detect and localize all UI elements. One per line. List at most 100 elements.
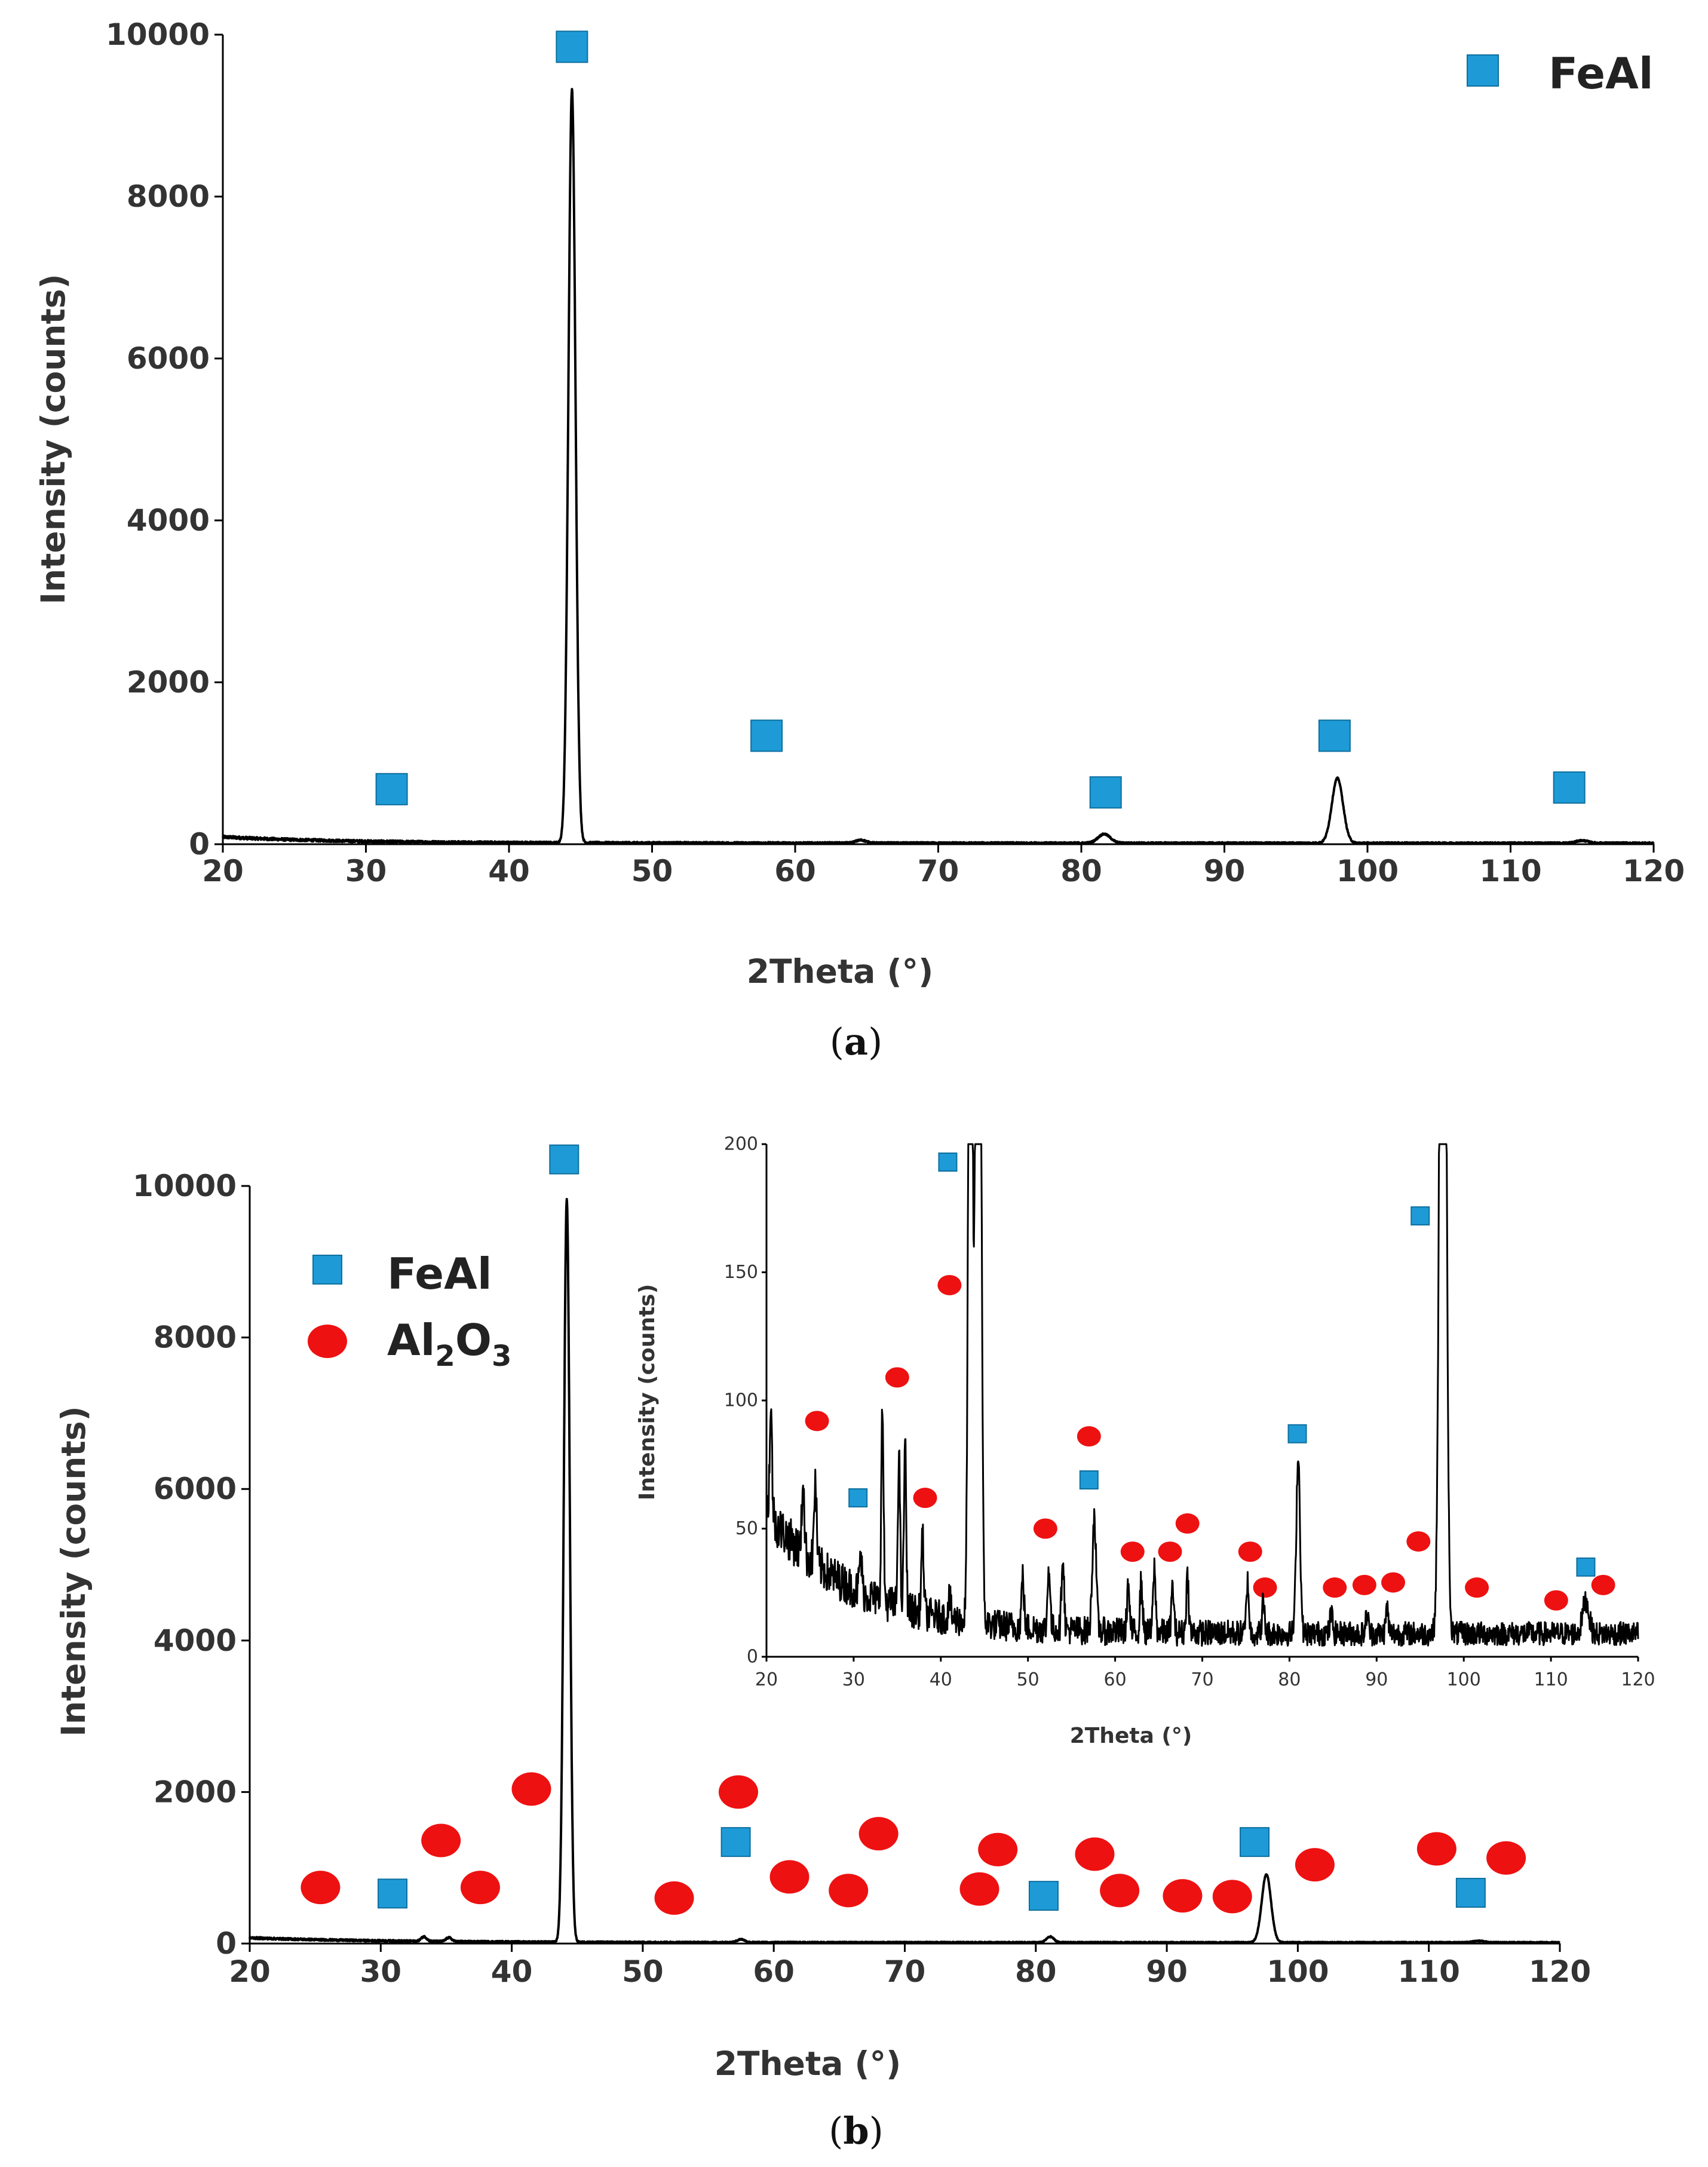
inset-al2o3-marker	[1323, 1577, 1347, 1598]
inset-xtick-label: 40	[930, 1669, 952, 1690]
inset-xrd-trace	[765, 1143, 1639, 1647]
inset-ytick-label: 50	[735, 1518, 758, 1539]
inset-al2o3-marker	[1253, 1577, 1277, 1598]
panel-a-ytick-label: 4000	[127, 503, 210, 538]
panel-b-feal-marker	[1455, 1878, 1486, 1908]
inset-xtick-label: 20	[755, 1669, 778, 1690]
panel-b-xtick-label: 120	[1529, 1954, 1591, 1989]
al2o3-sub-2: 2	[435, 1340, 455, 1373]
inset-al2o3-marker	[885, 1367, 909, 1388]
panel-b-al2o3-marker	[1100, 1874, 1140, 1908]
panel-a-xtick-label: 20	[202, 854, 244, 888]
panel-a-feal-marker	[375, 773, 408, 805]
al2o3-o: O	[455, 1315, 492, 1365]
inset-al2o3-marker	[1544, 1590, 1568, 1611]
inset-al2o3-marker	[1158, 1541, 1182, 1562]
inset-al2o3-marker	[1033, 1518, 1057, 1539]
panel-a-feal-marker	[556, 30, 588, 63]
inset-al2o3-marker	[1238, 1541, 1262, 1562]
panel-b-al2o3-marker	[1075, 1837, 1115, 1871]
inset-feal-marker	[1079, 1470, 1099, 1489]
panel-a-xrd-trace	[222, 88, 1655, 845]
panel-a-xtick-label: 100	[1336, 854, 1399, 888]
panel-b-xtick-label: 90	[1146, 1954, 1188, 1989]
inset-xtick-label: 110	[1534, 1669, 1568, 1690]
panel-a-xtick-label: 60	[774, 854, 816, 888]
panel-b-legend: FeAl Al2O3	[308, 1249, 511, 1373]
panel-b-al2o3-marker	[1486, 1841, 1526, 1875]
inset-al2o3-marker	[1381, 1572, 1406, 1593]
panel-a-xtick-label: 30	[345, 854, 387, 888]
panel-b-al2o3-marker	[978, 1832, 1018, 1866]
panel-b-legend-feal-square-icon	[312, 1255, 342, 1285]
panel-b-al2o3-marker	[718, 1775, 758, 1809]
inset-al2o3-marker	[1120, 1541, 1145, 1562]
inset-al2o3-marker	[913, 1488, 937, 1509]
panel-b-al2o3-marker	[654, 1881, 694, 1915]
inset-xtick-label: 30	[842, 1669, 865, 1690]
al2o3-sub-3: 3	[492, 1340, 511, 1373]
panel-a-xtick-label: 50	[631, 854, 673, 888]
panel-b-feal-marker	[1240, 1827, 1270, 1858]
inset-feal-marker	[848, 1488, 868, 1508]
panel-a-feal-marker	[750, 719, 783, 752]
panel-b-ytick-label: 8000	[154, 1320, 237, 1355]
panel-a-xtick-label: 120	[1623, 854, 1685, 888]
panel-b-feal-marker	[720, 1827, 751, 1858]
panel-b-y-axis-label: Intensity (counts)	[54, 1406, 93, 1736]
inset-feal-marker	[1576, 1557, 1596, 1577]
panel-a-label: (a)	[830, 1020, 883, 1063]
panel-a-ytick-label: 8000	[127, 179, 210, 214]
panel-a-xtick-label: 70	[918, 854, 959, 888]
panel-a-feal-marker	[1318, 719, 1351, 752]
panel-a-x-axis-label: 2Theta (°)	[747, 952, 934, 991]
panel-a-feal-marker	[1553, 771, 1586, 804]
inset-al2o3-marker	[1175, 1513, 1200, 1534]
panel-b-xtick-label: 60	[753, 1954, 795, 1989]
panel-a-letter: a	[844, 1020, 868, 1063]
panel-a-xtick-label: 90	[1204, 854, 1246, 888]
panel-a-feal-marker	[1089, 776, 1122, 809]
panel-b-inset-chart: 0 50 100 150 200 20 30 40 50 60 70 80 90 100 110 120 2…	[635, 1134, 1655, 1749]
panel-b-xtick-label: 50	[622, 1954, 664, 1989]
panel-b-al2o3-marker	[959, 1872, 999, 1906]
panel-b-al2o3-marker	[1163, 1879, 1203, 1913]
inset-xtick-label: 90	[1365, 1669, 1388, 1690]
panel-b-al2o3-marker	[421, 1823, 461, 1858]
panel-a-ytick-label: 10000	[106, 17, 210, 52]
panel-a-ytick-label: 2000	[127, 665, 210, 700]
panel-b-ytick-label: 6000	[154, 1472, 237, 1506]
panel-b-legend-al2o3-circle-icon	[308, 1325, 347, 1358]
panel-a-y-axis-label: Intensity (counts)	[34, 274, 72, 604]
panel-a-ytick-label: 0	[189, 827, 210, 862]
panel-b-xrd-trace	[249, 1198, 1561, 1945]
panel-a-xtick-label: 40	[488, 854, 530, 888]
inset-y-axis-label: Intensity (counts)	[635, 1284, 660, 1500]
inset-feal-marker	[1287, 1424, 1307, 1443]
inset-al2o3-marker	[1352, 1574, 1376, 1595]
panel-b-xtick-label: 30	[360, 1954, 402, 1989]
panel-a-xtick-label: 110	[1479, 854, 1541, 888]
panel-a-legend-feal-square-icon	[1467, 54, 1499, 87]
panel-b-xtick-label: 40	[491, 1954, 533, 1989]
inset-xtick-label: 80	[1278, 1669, 1301, 1690]
panel-b-al2o3-marker	[769, 1860, 809, 1894]
panel-b-letter: b	[843, 2109, 869, 2153]
inset-al2o3-marker	[1077, 1426, 1101, 1447]
panel-b-al2o3-marker	[1295, 1848, 1335, 1882]
panel-b-ytick-label: 0	[216, 1926, 237, 1961]
panel-b-label: (b)	[829, 2109, 884, 2153]
panel-a-legend-feal-label: FeAl	[1548, 48, 1654, 99]
inset-ytick-label: 150	[724, 1262, 758, 1283]
inset-ytick-label: 0	[747, 1647, 758, 1668]
panel-b-al2o3-marker	[1212, 1880, 1252, 1914]
panel-b-al2o3-marker	[829, 1874, 869, 1908]
inset-al2o3-marker	[937, 1274, 962, 1295]
panel-b-al2o3-marker	[858, 1817, 899, 1851]
inset-xtick-label: 60	[1104, 1669, 1127, 1690]
panel-b-legend-feal-label: FeAl	[387, 1249, 492, 1299]
inset-al2o3-marker	[1591, 1574, 1615, 1595]
panel-b-xtick-label: 80	[1015, 1954, 1057, 1989]
